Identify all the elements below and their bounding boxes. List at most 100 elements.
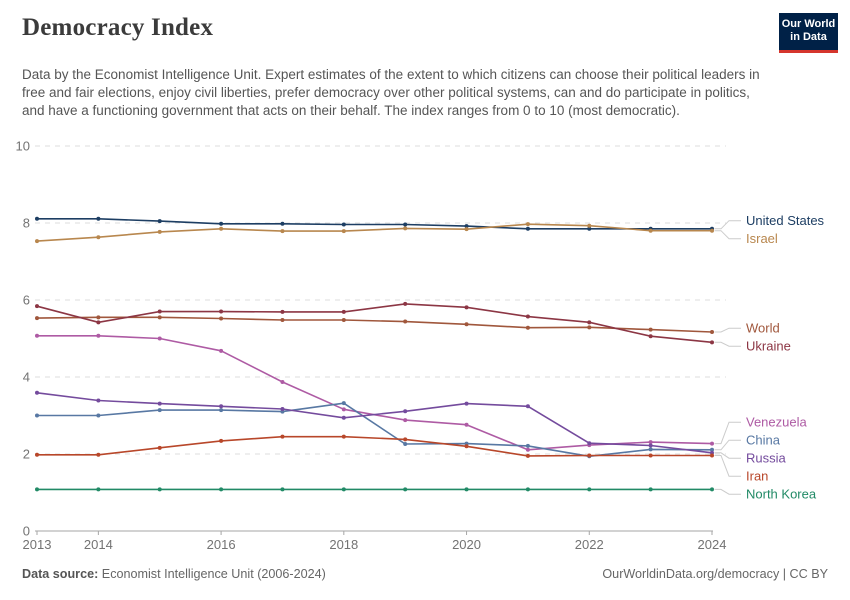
- series-label-china[interactable]: China: [746, 433, 781, 448]
- series-dot-israel[interactable]: [219, 226, 224, 231]
- series-dot-united-states[interactable]: [464, 224, 469, 229]
- series-line-world[interactable]: [36, 316, 713, 333]
- series-dot-russia[interactable]: [157, 401, 162, 406]
- series-dot-united-states[interactable]: [341, 222, 346, 227]
- series-line-iran[interactable]: [37, 435, 712, 457]
- series-line-russia[interactable]: [36, 392, 713, 454]
- series-dot-ukraine[interactable]: [648, 334, 653, 339]
- series-dot-china[interactable]: [525, 443, 530, 448]
- series-dot-world[interactable]: [587, 325, 592, 330]
- series-dot-russia[interactable]: [403, 409, 408, 414]
- series-dot-united-states[interactable]: [157, 219, 162, 224]
- series-dot-world[interactable]: [96, 315, 101, 320]
- series-dot-world[interactable]: [648, 327, 653, 332]
- series-dot-ukraine[interactable]: [710, 340, 714, 345]
- series-dot-venezuela[interactable]: [648, 440, 653, 445]
- series-line-ukraine[interactable]: [36, 303, 713, 344]
- series-dot-venezuela[interactable]: [219, 348, 224, 353]
- series-dot-ukraine[interactable]: [35, 304, 39, 309]
- series-dot-ukraine[interactable]: [525, 314, 530, 319]
- series-dot-iran[interactable]: [648, 453, 653, 458]
- series-label-israel[interactable]: Israel: [746, 231, 778, 246]
- series-dot-china[interactable]: [157, 408, 162, 413]
- series-dot-north-korea[interactable]: [648, 487, 653, 492]
- series-dot-russia[interactable]: [587, 441, 592, 446]
- series-dot-israel[interactable]: [710, 228, 714, 233]
- series-dot-north-korea[interactable]: [280, 487, 285, 492]
- series-dot-venezuela[interactable]: [96, 333, 101, 338]
- series-dot-venezuela[interactable]: [157, 336, 162, 341]
- series-dot-russia[interactable]: [96, 398, 101, 403]
- series-dot-venezuela[interactable]: [280, 380, 285, 385]
- series-dot-ukraine[interactable]: [464, 305, 469, 310]
- series-dot-russia[interactable]: [525, 404, 530, 409]
- series-label-north-korea[interactable]: North Korea: [746, 487, 817, 502]
- series-dot-russia[interactable]: [219, 404, 224, 409]
- series-label-ukraine[interactable]: Ukraine: [746, 339, 791, 354]
- series-dot-russia[interactable]: [648, 443, 653, 448]
- series-dot-united-states[interactable]: [96, 216, 101, 221]
- series-dot-united-states[interactable]: [403, 222, 408, 227]
- series-dot-united-states[interactable]: [587, 226, 592, 231]
- series-label-venezuela[interactable]: Venezuela: [746, 415, 807, 430]
- owid-logo[interactable]: Our World in Data: [779, 13, 838, 53]
- series-dot-ukraine[interactable]: [280, 309, 285, 314]
- series-line-venezuela[interactable]: [37, 334, 713, 451]
- series-dot-iran[interactable]: [710, 453, 714, 458]
- series-label-russia[interactable]: Russia: [746, 451, 787, 466]
- series-dot-iran[interactable]: [96, 452, 101, 457]
- series-dot-united-states[interactable]: [525, 226, 530, 231]
- series-dot-iran[interactable]: [587, 453, 592, 458]
- series-dot-israel[interactable]: [587, 223, 592, 228]
- series-dot-united-states[interactable]: [35, 216, 39, 221]
- series-dot-north-korea[interactable]: [710, 487, 714, 492]
- series-dot-north-korea[interactable]: [341, 487, 346, 492]
- series-dot-world[interactable]: [219, 316, 224, 321]
- series-dot-israel[interactable]: [35, 239, 39, 244]
- series-dot-israel[interactable]: [525, 222, 530, 227]
- series-dot-china[interactable]: [96, 413, 101, 418]
- series-dot-china[interactable]: [403, 441, 408, 446]
- series-dot-china[interactable]: [648, 447, 653, 452]
- series-line-china[interactable]: [37, 402, 713, 458]
- series-dot-world[interactable]: [464, 322, 469, 327]
- series-dot-russia[interactable]: [35, 390, 39, 395]
- series-dot-venezuela[interactable]: [403, 418, 408, 423]
- series-dot-venezuela[interactable]: [464, 422, 469, 427]
- series-dot-israel[interactable]: [96, 235, 101, 240]
- series-dot-china[interactable]: [341, 401, 346, 406]
- series-dot-russia[interactable]: [464, 401, 469, 406]
- series-dot-china[interactable]: [219, 408, 224, 413]
- series-dot-venezuela[interactable]: [525, 447, 530, 452]
- series-line-israel[interactable]: [36, 223, 712, 242]
- series-dot-iran[interactable]: [464, 444, 469, 449]
- series-dot-united-states[interactable]: [280, 221, 285, 226]
- series-dot-ukraine[interactable]: [96, 320, 101, 325]
- series-dot-north-korea[interactable]: [525, 487, 530, 492]
- series-dot-ukraine[interactable]: [403, 301, 408, 306]
- series-dot-iran[interactable]: [35, 452, 39, 457]
- series-dot-iran[interactable]: [219, 438, 224, 443]
- series-dot-world[interactable]: [341, 318, 346, 323]
- series-dot-north-korea[interactable]: [464, 487, 469, 492]
- series-dot-ukraine[interactable]: [219, 309, 224, 314]
- series-dot-iran[interactable]: [280, 434, 285, 439]
- series-dot-venezuela[interactable]: [35, 333, 39, 338]
- series-dot-ukraine[interactable]: [587, 320, 592, 325]
- series-dot-iran[interactable]: [341, 434, 346, 439]
- series-dot-north-korea[interactable]: [587, 487, 592, 492]
- series-dot-china[interactable]: [710, 447, 714, 452]
- series-dot-israel[interactable]: [464, 227, 469, 232]
- series-dot-israel[interactable]: [341, 229, 346, 234]
- series-dot-israel[interactable]: [403, 226, 408, 231]
- series-dot-united-states[interactable]: [219, 221, 224, 226]
- series-dot-china[interactable]: [35, 413, 39, 418]
- series-label-world[interactable]: World: [746, 321, 780, 336]
- series-dot-israel[interactable]: [648, 228, 653, 233]
- series-dot-world[interactable]: [35, 316, 39, 321]
- series-dot-north-korea[interactable]: [96, 487, 101, 492]
- series-dot-russia[interactable]: [341, 415, 346, 420]
- series-dot-north-korea[interactable]: [403, 487, 408, 492]
- series-dot-venezuela[interactable]: [710, 441, 714, 446]
- series-dot-iran[interactable]: [525, 453, 530, 458]
